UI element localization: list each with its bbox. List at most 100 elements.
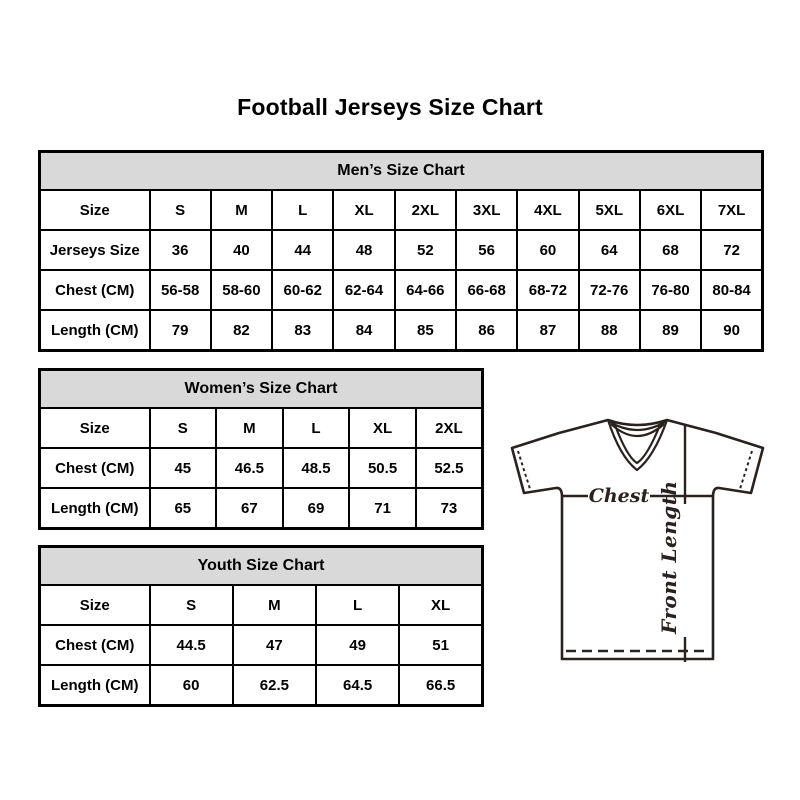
table-row: Length (CM) 60 62.5 64.5 66.5 (38, 664, 484, 707)
table-row: Chest (CM) 45 46.5 48.5 50.5 52.5 (38, 447, 484, 489)
value-cell: 56 (454, 229, 519, 271)
value-cell: 52 (393, 229, 457, 271)
value-cell: M (215, 407, 284, 449)
table-row: Size S M L XL 2XL 3XL 4XL 5XL 6XL 7XL (38, 189, 764, 231)
value-cell: 62.5 (231, 664, 318, 707)
value-cell: 6XL (638, 189, 703, 231)
value-cell: 68 (638, 229, 703, 271)
value-cell: S (148, 407, 218, 449)
value-cell: 60 (516, 229, 580, 271)
value-cell: 48.5 (281, 447, 351, 489)
value-cell: 2XL (393, 189, 457, 231)
table-title: Women’s Size Chart (38, 368, 484, 409)
value-cell: 51 (398, 624, 484, 666)
value-cell: 60 (148, 664, 234, 707)
value-cell: 84 (332, 309, 396, 352)
value-cell: M (209, 189, 274, 231)
value-cell: 80-84 (700, 269, 764, 311)
table-row: Size S M L XL (38, 584, 484, 626)
mens-size-chart-table: Men’s Size Chart Size S M L XL 2XL 3XL 4XL 5XL 6X… (38, 150, 764, 352)
value-cell: 73 (414, 487, 484, 530)
table-title: Youth Size Chart (38, 545, 484, 586)
table-row: Chest (CM) 44.5 47 49 51 (38, 624, 484, 666)
value-cell: 71 (348, 487, 417, 530)
table-row: Jerseys Size 36 40 44 48 52 56 60 64 68 72 (38, 229, 764, 271)
value-cell: 72-76 (577, 269, 641, 311)
value-cell: 87 (516, 309, 580, 352)
row-label-cell: Chest (CM) (38, 447, 151, 489)
value-cell: 68-72 (516, 269, 580, 311)
row-label-cell: Chest (CM) (38, 269, 151, 311)
value-cell: 90 (700, 309, 764, 352)
row-label-cell: Size (38, 189, 151, 231)
value-cell: 76-80 (638, 269, 703, 311)
right-cuff-stitch-line (739, 450, 753, 490)
value-cell: 49 (314, 624, 401, 666)
row-label-cell: Size (38, 584, 151, 626)
value-cell: 4XL (516, 189, 580, 231)
table-header-row: Youth Size Chart (38, 545, 484, 586)
womens-size-chart-table: Women’s Size Chart Size S M L XL 2XL Chest (CM… (38, 368, 484, 530)
row-label-cell: Size (38, 407, 151, 449)
jersey-collar-outer-v (606, 419, 669, 472)
value-cell: L (314, 584, 401, 626)
value-cell: S (148, 189, 212, 231)
value-cell: 89 (638, 309, 703, 352)
value-cell: 36 (148, 229, 212, 271)
value-cell: 66-68 (454, 269, 519, 311)
value-cell: 82 (209, 309, 274, 352)
row-label-cell: Length (CM) (38, 309, 151, 352)
value-cell: 62-64 (332, 269, 396, 311)
value-cell: S (148, 584, 234, 626)
left-cuff-stitch-line (517, 450, 531, 490)
value-cell: 48 (332, 229, 396, 271)
value-cell: 40 (209, 229, 274, 271)
value-cell: 85 (393, 309, 457, 352)
value-cell: 72 (700, 229, 764, 271)
jersey-collar-arc (609, 421, 666, 432)
row-label-cell: Chest (CM) (38, 624, 151, 666)
table-row: Length (CM) 79 82 83 84 85 86 87 88 89 90 (38, 309, 764, 352)
value-cell: 86 (454, 309, 519, 352)
jersey-measurement-diagram: Chest Front Length (510, 418, 765, 662)
value-cell: 45 (148, 447, 218, 489)
value-cell: 60-62 (271, 269, 335, 311)
value-cell: 56-58 (148, 269, 212, 311)
value-cell: 79 (148, 309, 212, 352)
row-label-cell: Length (CM) (38, 487, 151, 530)
value-cell: 88 (577, 309, 641, 352)
table-title: Men’s Size Chart (38, 150, 764, 191)
value-cell: 52.5 (414, 447, 484, 489)
value-cell: 64.5 (314, 664, 401, 707)
page-title: Football Jerseys Size Chart (237, 94, 543, 120)
row-label-cell: Jerseys Size (38, 229, 151, 271)
value-cell: 50.5 (348, 447, 417, 489)
value-cell: 67 (215, 487, 284, 530)
value-cell: 47 (231, 624, 318, 666)
value-cell: 2XL (414, 407, 484, 449)
value-cell: 83 (271, 309, 335, 352)
table-row: Size S M L XL 2XL (38, 407, 484, 449)
value-cell: XL (332, 189, 396, 231)
row-label-cell: Length (CM) (38, 664, 151, 707)
value-cell: 69 (281, 487, 351, 530)
value-cell: XL (398, 584, 484, 626)
value-cell: 64-66 (393, 269, 457, 311)
value-cell: 5XL (577, 189, 641, 231)
value-cell: 65 (148, 487, 218, 530)
value-cell: 64 (577, 229, 641, 271)
value-cell: XL (348, 407, 417, 449)
table-row: Chest (CM) 56-58 58-60 60-62 62-64 64-66 66-68… (38, 269, 764, 311)
value-cell: 44 (271, 229, 335, 271)
value-cell: 44.5 (148, 624, 234, 666)
front-length-label: Front Length (657, 480, 681, 635)
table-header-row: Women’s Size Chart (38, 368, 484, 409)
table-row: Length (CM) 65 67 69 71 73 (38, 487, 484, 530)
table-header-row: Men’s Size Chart (38, 150, 764, 191)
youth-size-chart-table: Youth Size Chart Size S M L XL Chest (CM) 44.5… (38, 545, 484, 707)
value-cell: 58-60 (209, 269, 274, 311)
value-cell: 46.5 (215, 447, 284, 489)
value-cell: 66.5 (398, 664, 484, 707)
value-cell: M (231, 584, 318, 626)
